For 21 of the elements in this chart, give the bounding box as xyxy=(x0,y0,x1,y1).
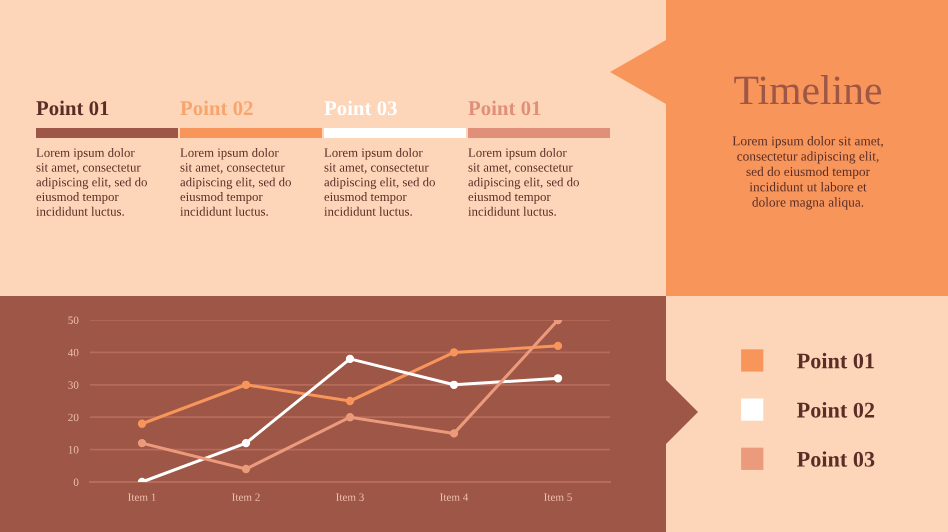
text: Point 01 xyxy=(468,100,541,116)
text: Point 01 xyxy=(36,100,109,116)
legend-label: Point 01 xyxy=(797,352,874,369)
point xyxy=(345,396,355,406)
point xyxy=(449,380,459,389)
text: Point 02 xyxy=(180,100,253,116)
point xyxy=(553,374,563,383)
legend-label: Point 03 xyxy=(797,451,875,467)
text: Timeline xyxy=(734,75,882,105)
point xyxy=(553,341,563,351)
legend-label: Point 02 xyxy=(797,401,875,418)
point xyxy=(345,413,355,422)
point xyxy=(345,354,355,364)
point xyxy=(137,419,147,428)
point xyxy=(449,348,459,357)
point xyxy=(241,380,251,389)
point xyxy=(241,438,251,448)
point xyxy=(449,429,459,438)
text: Point 03 xyxy=(324,100,397,116)
point xyxy=(241,464,251,474)
point xyxy=(137,438,147,448)
